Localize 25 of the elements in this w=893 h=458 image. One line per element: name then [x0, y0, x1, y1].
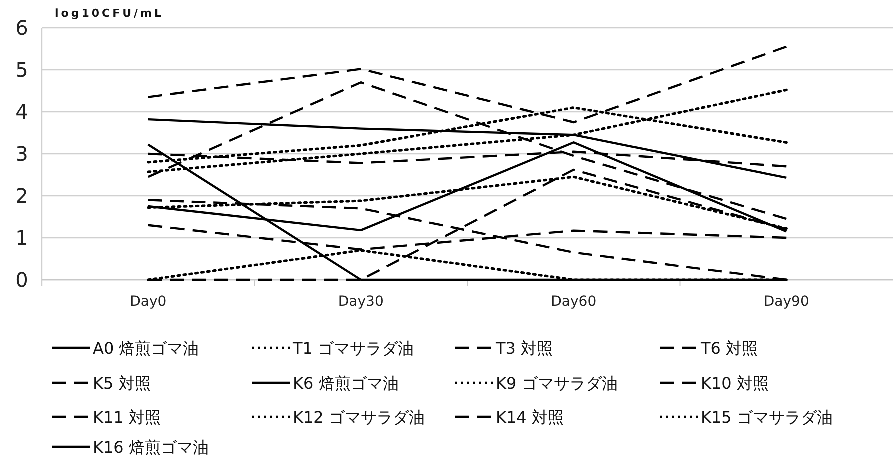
y-axis-title: log10CFU/mL: [55, 7, 164, 20]
legend-label: K16 焙煎ゴマ油: [93, 438, 209, 457]
legend-label: K5 対照: [93, 374, 151, 393]
legend-label: K11 対照: [93, 408, 161, 427]
legend-label: K15 ゴマサラダ油: [701, 408, 833, 427]
x-tick-label: Day60: [551, 294, 597, 310]
x-tick-label: Day30: [338, 294, 384, 310]
legend-label: T3 対照: [495, 339, 554, 358]
legend-label: K14 対照: [496, 408, 564, 427]
y-tick-label: 4: [16, 100, 28, 124]
x-tick-label: Day0: [130, 294, 167, 310]
legend-label: K6 焙煎ゴマ油: [293, 374, 399, 393]
legend-label: K10 対照: [701, 374, 769, 393]
legend-label: K12 ゴマサラダ油: [293, 408, 425, 427]
y-tick-label: 1: [16, 226, 28, 250]
y-tick-label: 3: [16, 142, 28, 166]
y-tick-label: 6: [16, 16, 28, 40]
y-tick-label: 0: [16, 268, 28, 292]
legend-label: T6 対照: [700, 339, 758, 358]
legend-label: A0 焙煎ゴマ油: [93, 339, 200, 358]
legend-label: K9 ゴマサラダ油: [496, 374, 618, 393]
x-tick-label: Day90: [764, 294, 810, 310]
legend-label: T1 ゴマサラダ油: [292, 339, 414, 358]
y-tick-label: 2: [16, 184, 28, 208]
y-tick-label: 5: [16, 58, 28, 82]
